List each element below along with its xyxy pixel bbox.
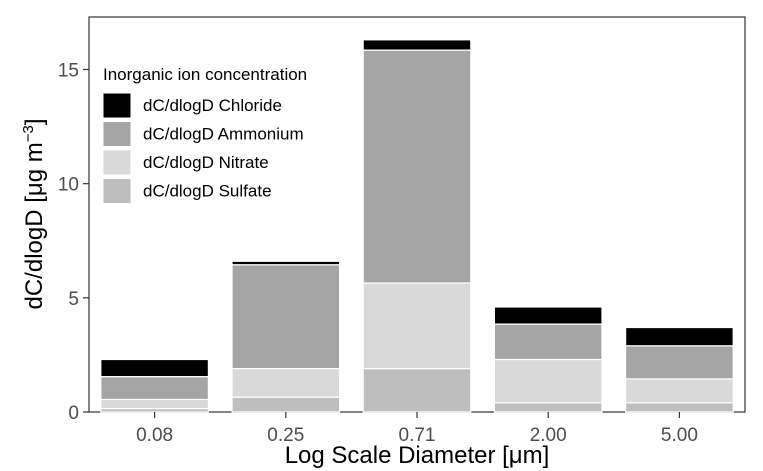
y-axis-title-group: dC/dlogD [μg m−3] bbox=[20, 118, 48, 309]
legend-label: dC/dlogD Nitrate bbox=[143, 153, 269, 172]
legend-label: dC/dlogD Sulfate bbox=[143, 182, 272, 201]
y-axis-title: dC/dlogD [μg m bbox=[21, 142, 48, 309]
y-axis-title-suffix: ] bbox=[21, 118, 48, 125]
x-tick-label: 0.71 bbox=[399, 425, 436, 446]
legend: Inorganic ion concentration dC/dlogD Chl… bbox=[102, 65, 307, 204]
legend-key-chloride bbox=[102, 92, 132, 119]
bar-segment-chloride-0.08 bbox=[100, 358, 209, 378]
legend-title: Inorganic ion concentration bbox=[103, 65, 307, 84]
bar-segment-sulfate-2.00 bbox=[493, 402, 603, 413]
bar-segment-sulfate-0.25 bbox=[231, 396, 341, 413]
x-tick-label: 0.08 bbox=[136, 425, 173, 446]
bar-segment-nitrate-2.00 bbox=[493, 358, 603, 404]
bar-segment-ammonium-0.25 bbox=[231, 264, 341, 370]
bar-segment-chloride-0.25 bbox=[231, 260, 341, 266]
bar-segment-chloride-2.00 bbox=[493, 306, 603, 325]
bar-segment-ammonium-2.00 bbox=[493, 323, 603, 361]
bar-segment-chloride-0.71 bbox=[362, 39, 472, 51]
legend-label: dC/dlogD Chloride bbox=[143, 96, 282, 115]
bar-segment-chloride-5.00 bbox=[625, 326, 734, 347]
bar-segment-sulfate-5.00 bbox=[625, 402, 734, 413]
x-axis: 0.08 0.25 0.71 2.00 5.00 bbox=[136, 412, 698, 446]
y-tick-label: 0 bbox=[68, 403, 79, 424]
bars-layer bbox=[100, 39, 734, 413]
bar-segment-ammonium-5.00 bbox=[625, 345, 734, 380]
y-tick-label: 15 bbox=[58, 61, 79, 82]
legend-label: dC/dlogD Ammonium bbox=[143, 125, 304, 144]
svg-text:dC/dlogD [μg m−3]: dC/dlogD [μg m−3] bbox=[20, 118, 48, 309]
x-tick-label: 2.00 bbox=[530, 425, 567, 446]
bar-segment-nitrate-0.25 bbox=[231, 368, 341, 398]
x-axis-title: Log Scale Diameter [μm] bbox=[285, 442, 550, 469]
x-tick-label: 5.00 bbox=[661, 425, 698, 446]
x-tick-label: 0.25 bbox=[267, 425, 304, 446]
legend-key-sulfate bbox=[102, 178, 132, 204]
y-tick-label: 10 bbox=[58, 175, 79, 196]
bar-segment-ammonium-0.08 bbox=[100, 376, 209, 401]
y-axis-title-superscript: −3 bbox=[20, 125, 37, 142]
bar-segment-nitrate-0.71 bbox=[362, 282, 472, 370]
legend-key-ammonium bbox=[102, 121, 132, 147]
bar-segment-nitrate-0.08 bbox=[100, 398, 209, 410]
legend-key-nitrate bbox=[102, 149, 132, 176]
bar-segment-nitrate-5.00 bbox=[625, 378, 734, 404]
y-axis: 0 5 10 15 bbox=[58, 61, 89, 424]
bar-segment-ammonium-0.71 bbox=[362, 49, 472, 284]
y-tick-label: 5 bbox=[68, 289, 79, 310]
bar-segment-sulfate-0.71 bbox=[362, 368, 472, 413]
